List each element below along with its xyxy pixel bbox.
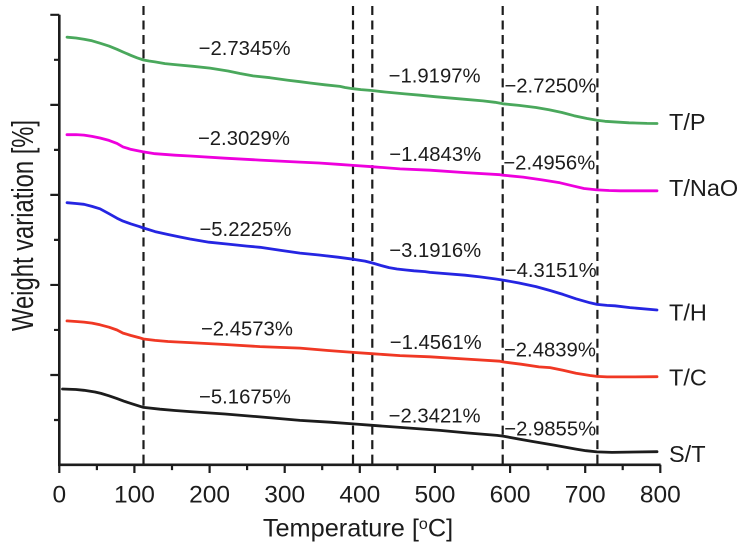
svg-text:−2.4839%: −2.4839% <box>504 339 596 361</box>
svg-text:−2.7250%: −2.7250% <box>504 76 596 98</box>
svg-text:800: 800 <box>640 482 681 509</box>
svg-text:Weight variation [%]: Weight variation [%] <box>5 120 40 331</box>
svg-text:−5.1675%: −5.1675% <box>199 386 291 408</box>
svg-text:700: 700 <box>565 482 606 509</box>
svg-text:100: 100 <box>114 482 155 509</box>
svg-text:−2.4956%: −2.4956% <box>503 152 595 174</box>
svg-text:−3.1916%: −3.1916% <box>389 240 481 262</box>
svg-text:−5.2225%: −5.2225% <box>199 219 291 241</box>
svg-text:500: 500 <box>414 482 455 509</box>
svg-text:−2.7345%: −2.7345% <box>199 38 291 60</box>
svg-text:S/T: S/T <box>669 441 706 467</box>
svg-text:T/NaO: T/NaO <box>669 175 738 201</box>
svg-text:−2.4573%: −2.4573% <box>201 318 293 340</box>
svg-text:400: 400 <box>339 482 380 509</box>
svg-text:−2.9855%: −2.9855% <box>504 419 596 441</box>
svg-text:200: 200 <box>189 482 230 509</box>
svg-text:0: 0 <box>52 482 66 509</box>
svg-text:−2.3029%: −2.3029% <box>198 128 290 150</box>
svg-text:T/P: T/P <box>669 109 706 135</box>
svg-text:−1.4561%: −1.4561% <box>390 332 482 354</box>
svg-text:−1.4843%: −1.4843% <box>389 144 481 166</box>
svg-text:−4.3151%: −4.3151% <box>505 260 597 282</box>
svg-text:T/C: T/C <box>669 365 707 391</box>
svg-text:600: 600 <box>490 482 531 509</box>
svg-text:−2.3421%: −2.3421% <box>389 406 481 428</box>
svg-text:−1.9197%: −1.9197% <box>389 65 481 87</box>
svg-text:T/H: T/H <box>669 299 707 325</box>
svg-text:300: 300 <box>264 482 305 509</box>
